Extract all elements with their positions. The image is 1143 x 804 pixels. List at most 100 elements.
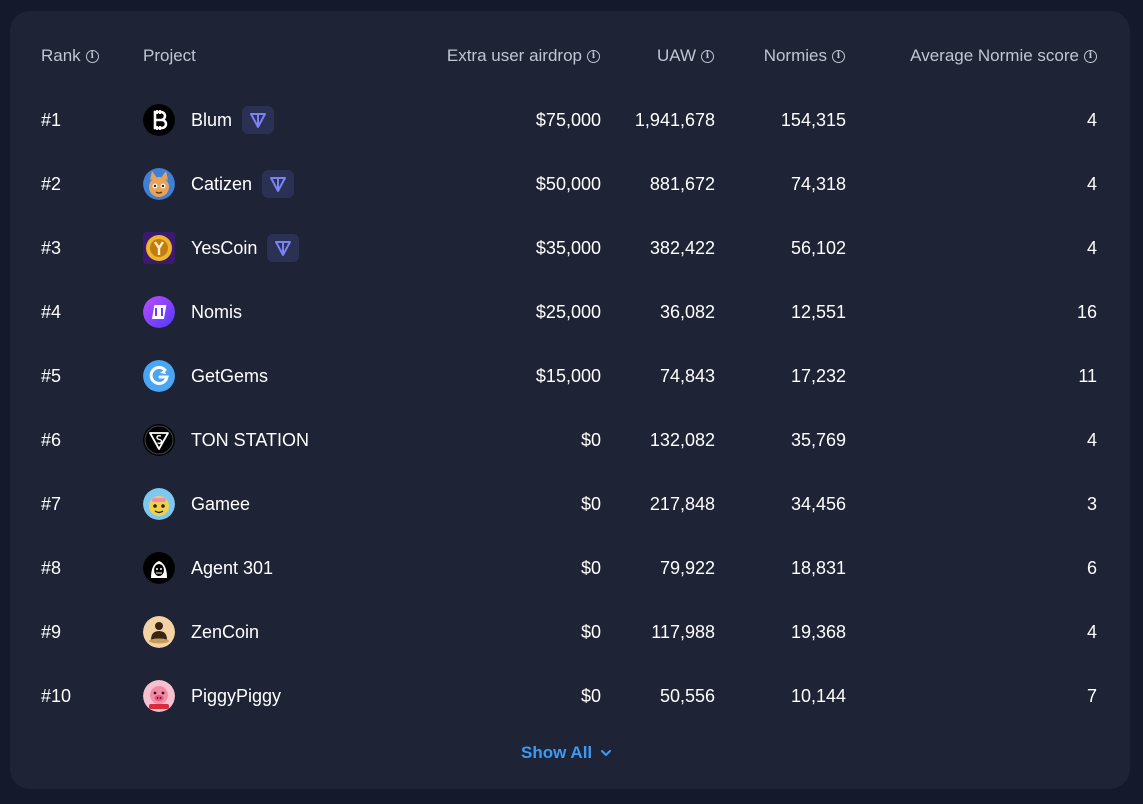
rank-cell: #5 [41, 365, 62, 386]
average-normie-score-cell: 4 [1086, 621, 1097, 642]
project-cell[interactable]: Blum [191, 88, 275, 152]
info-icon[interactable]: i [701, 49, 714, 63]
rank-cell: #8 [41, 557, 62, 578]
ton-chain-icon [242, 106, 275, 134]
project-name: Catizen [191, 173, 253, 194]
rank-cell: #4 [41, 301, 62, 322]
chevron-down-icon [601, 750, 612, 756]
normies-cell: 12,551 [790, 301, 846, 322]
uaw-cell: 36,082 [659, 301, 715, 322]
leaderboard-panel [10, 11, 1130, 789]
table-row[interactable]: #9 ZenCoin $0 117,988 19,368 4 [0, 600, 1143, 664]
rank-cell: #2 [41, 173, 62, 194]
rank-cell: #1 [41, 109, 62, 130]
uaw-cell: 217,848 [649, 493, 715, 514]
uaw-cell: 132,082 [649, 429, 715, 450]
column-header-normies-label: Normies [763, 46, 827, 65]
extra-airdrop-cell: $0 [580, 429, 601, 450]
average-normie-score-cell: 4 [1086, 109, 1097, 130]
info-icon[interactable]: i [1084, 49, 1097, 63]
table-row[interactable]: #10 PiggyPiggy $0 50,556 10,144 7 [0, 664, 1143, 728]
project-cell[interactable]: PiggyPiggy [191, 664, 281, 728]
column-header-average-normie-score[interactable]: Average Normie score i [860, 44, 1097, 68]
column-header-rank-label: Rank [41, 46, 81, 65]
table-row[interactable]: #4 Nomis $25,000 36,082 12,551 16 [0, 280, 1143, 344]
getgems-logo-icon [143, 360, 175, 392]
average-normie-score-cell: 4 [1086, 429, 1097, 450]
extra-airdrop-cell: $0 [580, 493, 601, 514]
column-header-project[interactable]: Project [143, 44, 196, 68]
uaw-cell: 382,422 [649, 237, 715, 258]
table-row[interactable]: #7 Gamee $0 217,848 34,456 3 [0, 472, 1143, 536]
table-row[interactable]: #2 Catizen $50,000 881,672 74,318 4 [0, 152, 1143, 216]
project-name: TON STATION [191, 429, 310, 450]
average-normie-score-cell: 16 [1076, 301, 1097, 322]
uaw-cell: 117,988 [651, 621, 715, 642]
rank-cell: #6 [41, 429, 62, 450]
table-row[interactable]: #1 Blum $75,000 1,941,678 154,315 4 [0, 88, 1143, 152]
extra-airdrop-cell: $25,000 [535, 301, 601, 322]
info-icon[interactable]: i [587, 49, 600, 63]
average-normie-score-cell: 4 [1086, 237, 1097, 258]
rank-cell: #10 [41, 685, 72, 706]
catizen-logo-icon [143, 168, 175, 200]
project-cell[interactable]: Catizen [191, 152, 295, 216]
project-cell[interactable]: Gamee [191, 472, 250, 536]
info-icon[interactable]: i [85, 49, 99, 63]
column-header-project-label: Project [143, 46, 196, 65]
gamee-logo-icon [143, 488, 175, 520]
uaw-cell: 50,556 [659, 685, 715, 706]
extra-airdrop-cell: $50,000 [535, 173, 601, 194]
average-normie-score-cell: 4 [1086, 173, 1097, 194]
column-header-extra-airdrop[interactable]: Extra user airdrop i [400, 44, 600, 68]
project-cell[interactable]: GetGems [191, 344, 268, 408]
uaw-cell: 1,941,678 [634, 109, 715, 130]
project-name: Gamee [191, 493, 251, 514]
table-row[interactable]: #3 YesCoin $35,000 382,422 56,102 4 [0, 216, 1143, 280]
project-name: PiggyPiggy [191, 685, 282, 706]
project-cell[interactable]: Nomis [191, 280, 242, 344]
normies-cell: 34,456 [790, 493, 846, 514]
normies-cell: 18,831 [790, 557, 846, 578]
uaw-cell: 881,672 [649, 173, 715, 194]
project-cell[interactable]: Agent 301 [191, 536, 273, 600]
project-name: Nomis [191, 301, 243, 322]
average-normie-score-cell: 11 [1078, 365, 1097, 386]
normies-cell: 17,232 [790, 365, 846, 386]
extra-airdrop-cell: $35,000 [535, 237, 601, 258]
average-normie-score-cell: 3 [1086, 493, 1097, 514]
yescoin-logo-icon [143, 232, 175, 264]
uaw-cell: 79,922 [659, 557, 715, 578]
project-name: ZenCoin [191, 621, 260, 642]
normies-cell: 154,315 [780, 109, 846, 130]
ton-chain-icon [262, 170, 295, 198]
project-name: GetGems [191, 365, 269, 386]
show-all-button[interactable]: Show All [521, 741, 612, 765]
normies-cell: 35,769 [790, 429, 846, 450]
table-row[interactable]: #8 Agent 301 $0 79,922 18,831 6 [0, 536, 1143, 600]
rank-cell: #3 [41, 237, 62, 258]
extra-airdrop-cell: $0 [580, 621, 601, 642]
table-row[interactable]: #6 TON STATION $0 132,082 35,769 4 [0, 408, 1143, 472]
normies-cell: 19,368 [790, 621, 846, 642]
info-icon[interactable]: i [832, 49, 845, 63]
table-row[interactable]: #5 GetGems $15,000 74,843 17,232 11 [0, 344, 1143, 408]
blum-logo-icon [143, 104, 175, 136]
extra-airdrop-cell: $15,000 [535, 365, 601, 386]
ton-chain-icon [267, 234, 300, 262]
column-header-extra-airdrop-label: Extra user airdrop [446, 46, 582, 65]
column-header-uaw-label: UAW [656, 46, 696, 65]
project-cell[interactable]: YesCoin [191, 216, 300, 280]
project-name: Agent 301 [191, 557, 274, 578]
column-header-average-normie-score-label: Average Normie score [910, 46, 1079, 65]
column-header-normies[interactable]: Normies i [730, 44, 845, 68]
zencoin-logo-icon [143, 616, 175, 648]
extra-airdrop-cell: $75,000 [535, 109, 601, 130]
column-header-uaw[interactable]: UAW i [620, 44, 714, 68]
project-name: Blum [191, 109, 233, 130]
ton-station-logo-icon [143, 424, 175, 456]
average-normie-score-cell: 7 [1086, 685, 1097, 706]
project-cell[interactable]: ZenCoin [191, 600, 259, 664]
column-header-rank[interactable]: Rank i [41, 44, 99, 68]
project-cell[interactable]: TON STATION [191, 408, 309, 472]
